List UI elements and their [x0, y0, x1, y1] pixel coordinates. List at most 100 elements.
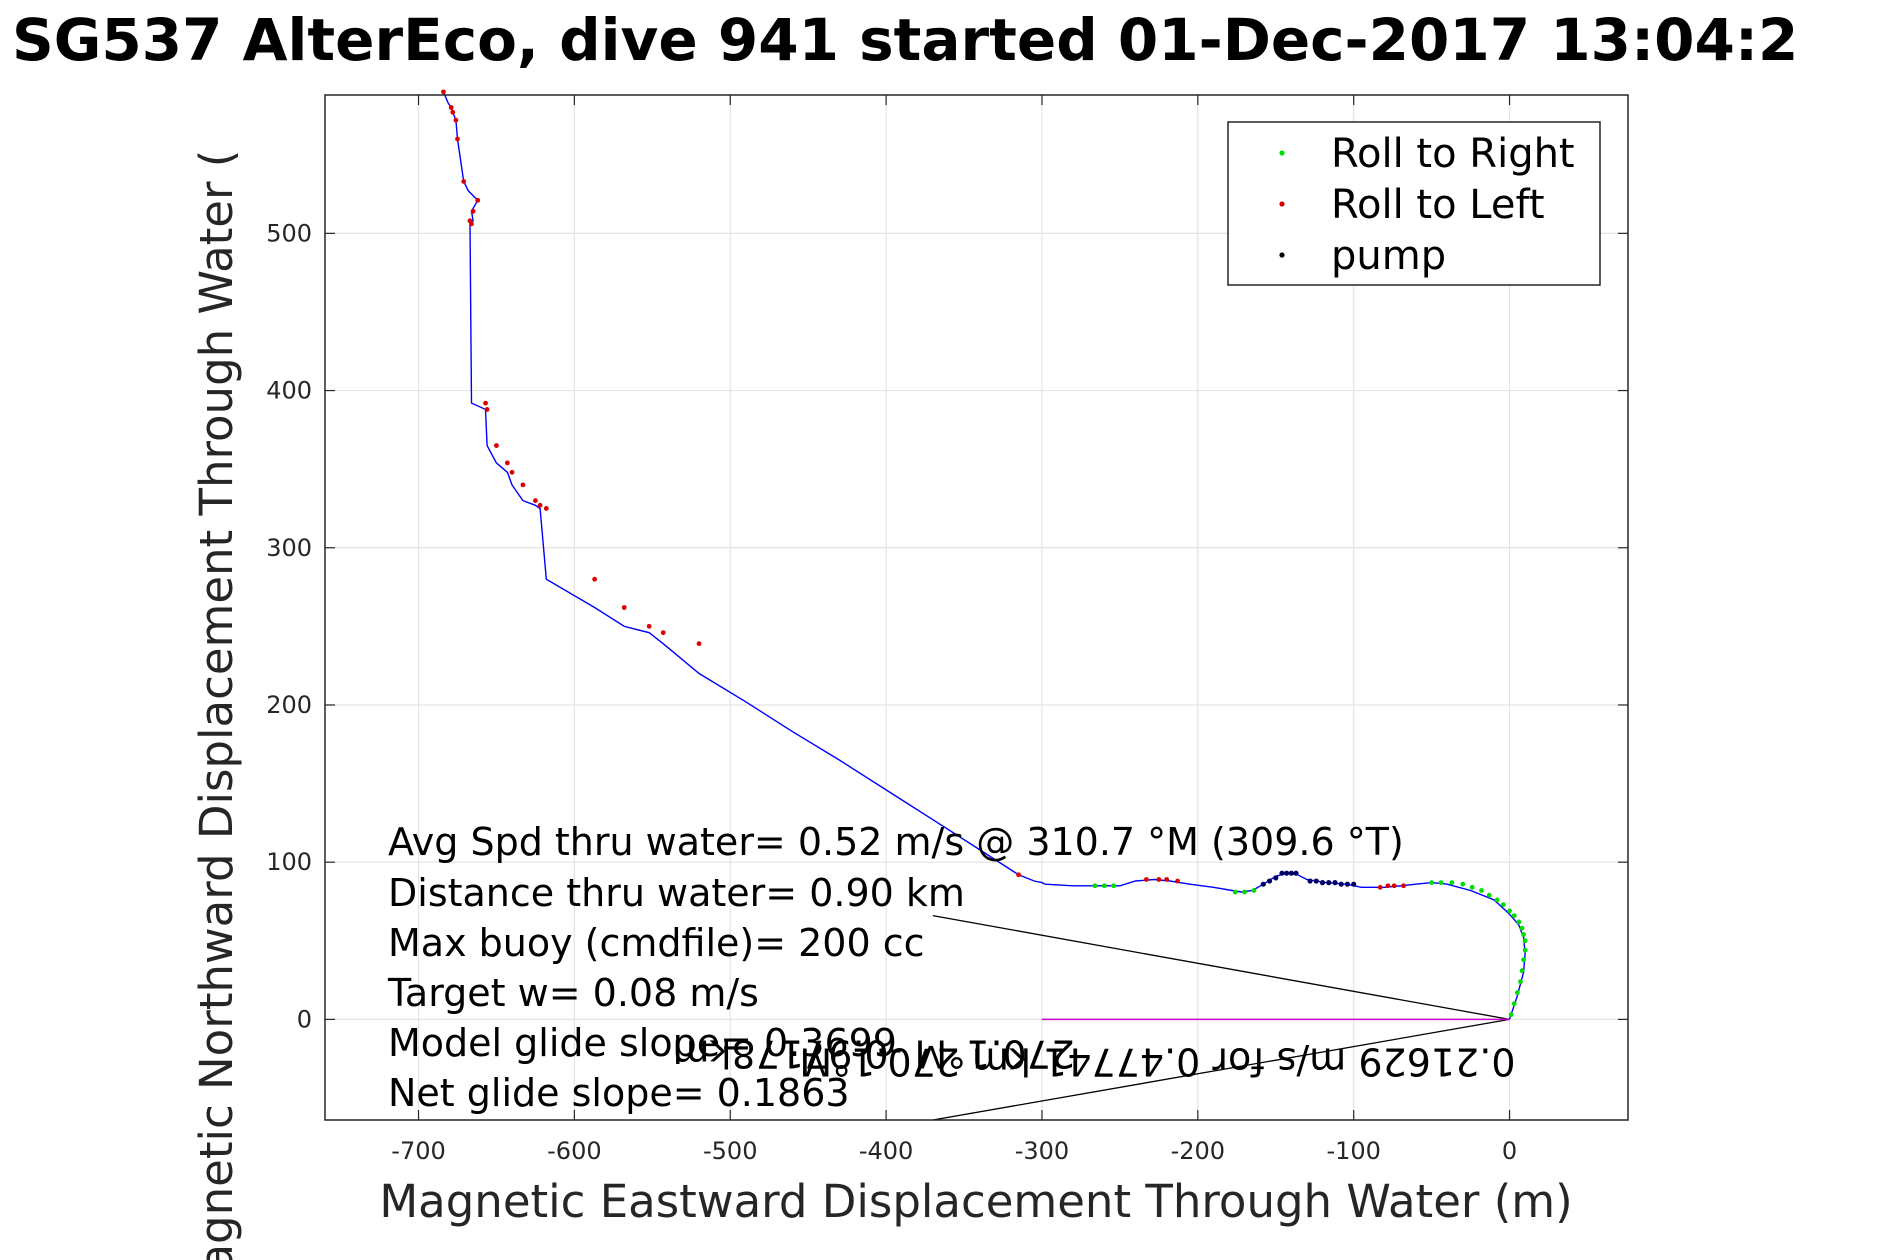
- legend-label-pump: pump: [1331, 233, 1446, 279]
- annotation-block: Avg Spd thru water= 0.52 m/s @ 310.7 °M …: [387, 820, 1404, 1115]
- roll-right-point: [1232, 889, 1238, 895]
- roll-left-point: [520, 482, 526, 488]
- roll-left-point: [533, 498, 538, 503]
- legend-marker-roll-right: [1279, 150, 1285, 156]
- x-tick-label: -500: [703, 1137, 757, 1165]
- legend-marker-pump: [1279, 252, 1285, 258]
- pump-point: [1273, 875, 1279, 881]
- roll-left-point: [696, 641, 702, 647]
- roll-left-point: [441, 89, 446, 95]
- x-tick-label: -200: [1171, 1137, 1225, 1165]
- roll-left-point: [646, 623, 652, 629]
- pump-point: [1338, 881, 1344, 887]
- annotation-max-buoy: Max buoy (cmdfile)= 200 cc: [388, 921, 925, 965]
- roll-right-point: [1101, 883, 1107, 889]
- x-axis-label: Magnetic Eastward Displacement Through W…: [379, 1175, 1572, 1228]
- roll-left-point: [660, 630, 666, 636]
- roll-right-point: [1521, 957, 1526, 963]
- points-layer: [441, 89, 1528, 1018]
- roll-right-point: [1522, 947, 1528, 953]
- roll-left-point: [1391, 883, 1397, 889]
- roll-left-point: [455, 136, 460, 142]
- roll-left-point: [1164, 877, 1170, 882]
- roll-left-point: [494, 443, 499, 448]
- dive-track-line: [442, 91, 1526, 1020]
- glide-wedge-line: [932, 1018, 1510, 1121]
- pump-point: [1319, 880, 1326, 886]
- roll-left-point: [592, 576, 598, 582]
- grid: [325, 95, 1628, 1120]
- roll-right-point: [1511, 913, 1517, 919]
- pump-point: [1332, 880, 1338, 886]
- roll-left-point: [484, 407, 490, 412]
- roll-left-point: [1175, 878, 1180, 884]
- roll-left-point: [1377, 884, 1383, 890]
- pump-point: [1288, 870, 1294, 876]
- axis-ticks: -700 -600 -500 -400 -300 -200 -100 0 0 100 200 300 4…: [266, 95, 1628, 1165]
- pump-point: [1326, 880, 1332, 886]
- roll-right-point: [1469, 884, 1475, 890]
- y-tick-label: 0: [297, 1005, 312, 1033]
- roll-right-point: [1449, 880, 1455, 886]
- annotation-net-glide-slope: Net glide slope= 0.1863: [388, 1071, 850, 1115]
- roll-left-point: [450, 109, 456, 115]
- legend: Roll to Right Roll to Left pump: [1227, 121, 1601, 286]
- roll-left-point: [543, 506, 549, 511]
- plot-frame: [324, 94, 1629, 1121]
- current-label-1: 0.21629 m/s for 0.47741 km 270.1°M: [799, 1039, 1515, 1083]
- y-tick-label: 500: [266, 219, 312, 247]
- roll-left-point: [470, 208, 476, 214]
- roll-left-point: [453, 117, 459, 123]
- roll-right-point: [1111, 883, 1117, 889]
- roll-left-point: [1016, 872, 1021, 878]
- x-tick-label: -700: [391, 1137, 445, 1165]
- legend-marker-roll-left: [1279, 201, 1285, 207]
- pump-point: [1266, 878, 1273, 884]
- roll-right-point: [1507, 908, 1512, 914]
- annotation-model-glide-slope: Model glide slope= 0.3699: [388, 1021, 897, 1065]
- roll-right-point: [1511, 1001, 1517, 1007]
- roll-left-point: [537, 502, 543, 508]
- roll-left-point: [1156, 877, 1162, 882]
- pump-point: [1344, 881, 1351, 887]
- lines-layer: [442, 91, 1526, 1121]
- pump-point: [1293, 870, 1299, 876]
- roll-left-point: [621, 605, 627, 610]
- x-tick-label: -600: [547, 1137, 601, 1165]
- roll-left-point: [1143, 877, 1149, 882]
- annotation-distance: Distance thru water= 0.90 km: [388, 871, 965, 915]
- chart-title: SG537 AlterEco, dive 941 started 01-Dec-…: [12, 6, 1798, 74]
- pump-point: [1260, 881, 1266, 887]
- roll-left-point: [448, 105, 454, 110]
- roll-right-point: [1460, 881, 1466, 887]
- y-tick-label: 200: [266, 691, 312, 719]
- roll-left-point: [483, 400, 488, 406]
- roll-right-point: [1514, 990, 1520, 996]
- roll-left-point: [461, 179, 467, 184]
- roll-left-point: [509, 469, 515, 475]
- pump-point: [1279, 870, 1285, 876]
- roll-right-point: [1516, 919, 1522, 925]
- x-tick-label: -100: [1326, 1137, 1380, 1165]
- roll-left-point: [1385, 883, 1391, 889]
- pump-point: [1284, 870, 1290, 876]
- roll-right-point: [1522, 938, 1528, 944]
- annotation-target-w: Target w= 0.08 m/s: [387, 971, 759, 1015]
- legend-label-roll-right: Roll to Right: [1331, 131, 1575, 177]
- roll-right-point: [1508, 1012, 1514, 1018]
- y-axis-label: Magnetic Northward Displacement Through …: [190, 150, 243, 1260]
- roll-left-point: [467, 218, 473, 224]
- roll-right-point: [1518, 979, 1523, 985]
- pump-point: [1307, 878, 1313, 884]
- roll-right-point: [1494, 897, 1500, 903]
- roll-left-point: [504, 460, 510, 466]
- roll-right-point: [1486, 892, 1492, 898]
- y-tick-label: 100: [266, 848, 312, 876]
- roll-right-point: [1500, 902, 1506, 908]
- glide-wedge-line: [932, 914, 1510, 1021]
- pump-point: [1313, 878, 1319, 884]
- roll-left-point: [475, 197, 481, 203]
- y-tick-label: 300: [266, 534, 312, 562]
- roll-right-point: [1519, 925, 1525, 931]
